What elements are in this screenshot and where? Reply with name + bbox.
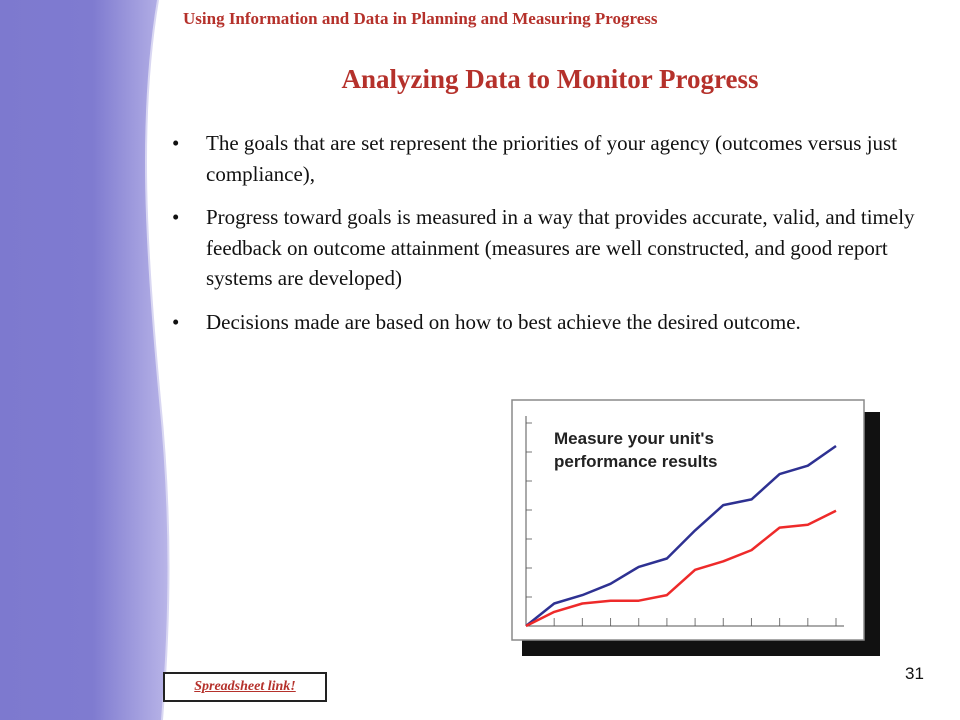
bullet-item: • Progress toward goals is measured in a… <box>170 202 930 294</box>
bullet-dot: • <box>172 205 180 229</box>
bullet-dot: • <box>172 309 180 334</box>
chart-line-red <box>525 509 837 628</box>
page-number: 31 <box>905 664 924 683</box>
slide-title: Analyzing Data to Monitor Progress <box>341 64 759 94</box>
left-decorative-band <box>0 0 170 720</box>
spreadsheet-link[interactable]: Spreadsheet link! <box>194 679 296 694</box>
bullet-text: Progress toward goals is measured in a w… <box>206 205 915 290</box>
bullet-dot: • <box>172 131 180 155</box>
bullet-text: The goals that are set represent the pri… <box>206 131 898 186</box>
presentation-header: Using Information and Data in Planning a… <box>183 9 658 28</box>
chart-axis-ticks <box>525 422 837 626</box>
band-shape <box>0 0 169 720</box>
band-edge <box>144 0 170 720</box>
chart-series <box>525 444 837 628</box>
chart-frame <box>511 399 865 641</box>
bullet-item: • Decisions made are based on how to bes… <box>170 307 930 338</box>
bullet-text: Decisions made are based on how to best … <box>206 309 801 334</box>
spreadsheet-link-box[interactable]: Spreadsheet link! <box>163 672 327 702</box>
performance-chart-image: Measure your unit's performance results <box>511 399 880 656</box>
chart-caption-line: Measure your unit's <box>554 429 714 448</box>
chart-caption-line: performance results <box>554 452 717 471</box>
bullet-item: • The goals that are set represent the p… <box>170 128 930 189</box>
chart-line-blue <box>525 444 837 627</box>
bullet-list: • The goals that are set represent the p… <box>170 128 930 350</box>
